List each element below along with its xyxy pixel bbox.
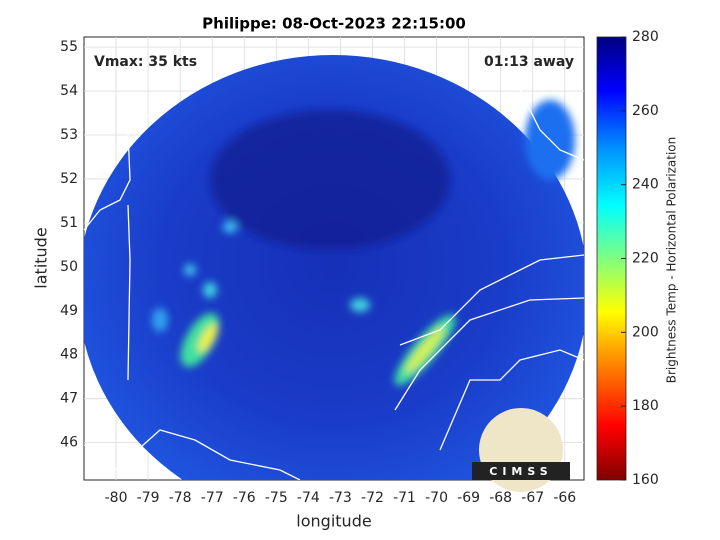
x-tick-label: -67 <box>521 490 544 506</box>
image-layer <box>84 55 584 480</box>
x-tick-label: -76 <box>233 490 256 506</box>
y-tick-label: 55 <box>60 39 78 55</box>
y-tick-label: 46 <box>60 435 78 451</box>
colorbar-tick-label: 160 <box>632 472 659 488</box>
y-tick-label: 52 <box>60 171 78 187</box>
x-tick-label: -70 <box>425 490 448 506</box>
x-tick-label: -80 <box>105 490 128 506</box>
y-tick-label: 54 <box>60 83 78 99</box>
y-tick-label: 50 <box>60 259 78 275</box>
logo: CIMSS <box>472 408 570 492</box>
x-tick-label: -69 <box>457 490 480 506</box>
colorbar-tick-label: 180 <box>632 398 659 414</box>
x-tick-label: -74 <box>297 490 320 506</box>
chart-title: Philippe: 08-Oct-2023 22:15:00 <box>202 15 466 33</box>
colorbar-tick-label: 200 <box>632 324 659 340</box>
annotation: Vmax: 35 kts <box>94 54 197 70</box>
y-tick-label: 49 <box>60 303 78 319</box>
x-tick-label: -73 <box>329 490 352 506</box>
swath <box>84 55 584 480</box>
x-tick-label: -66 <box>553 490 576 506</box>
y-tick-label: 51 <box>60 215 78 231</box>
x-tick-label: -72 <box>361 490 384 506</box>
y-tick-label: 47 <box>60 391 78 407</box>
x-tick-label: -75 <box>265 490 288 506</box>
coastlines <box>84 59 584 480</box>
colorbar-tick-label: 260 <box>632 103 659 119</box>
x-axis-label: longitude <box>296 512 371 531</box>
colorbar-tick-label: 240 <box>632 177 659 193</box>
x-tick-label: -77 <box>201 490 224 506</box>
annotation: 01:13 away <box>484 54 574 70</box>
logo-text: CIMSS <box>489 465 552 478</box>
x-tick-label: -78 <box>169 490 192 506</box>
x-tick-label: -79 <box>137 490 160 506</box>
colorbar-tick-label: 220 <box>632 251 659 267</box>
x-tick-label: -68 <box>489 490 512 506</box>
colorbar-label: Brightness Temp - Horizontal Polarizatio… <box>665 137 679 384</box>
y-axis-label: latitude <box>32 227 51 288</box>
y-tick-label: 48 <box>60 347 78 363</box>
y-tick-label: 53 <box>60 127 78 143</box>
x-tick-label: -71 <box>393 490 416 506</box>
colorbar-tick-label: 280 <box>632 29 659 45</box>
